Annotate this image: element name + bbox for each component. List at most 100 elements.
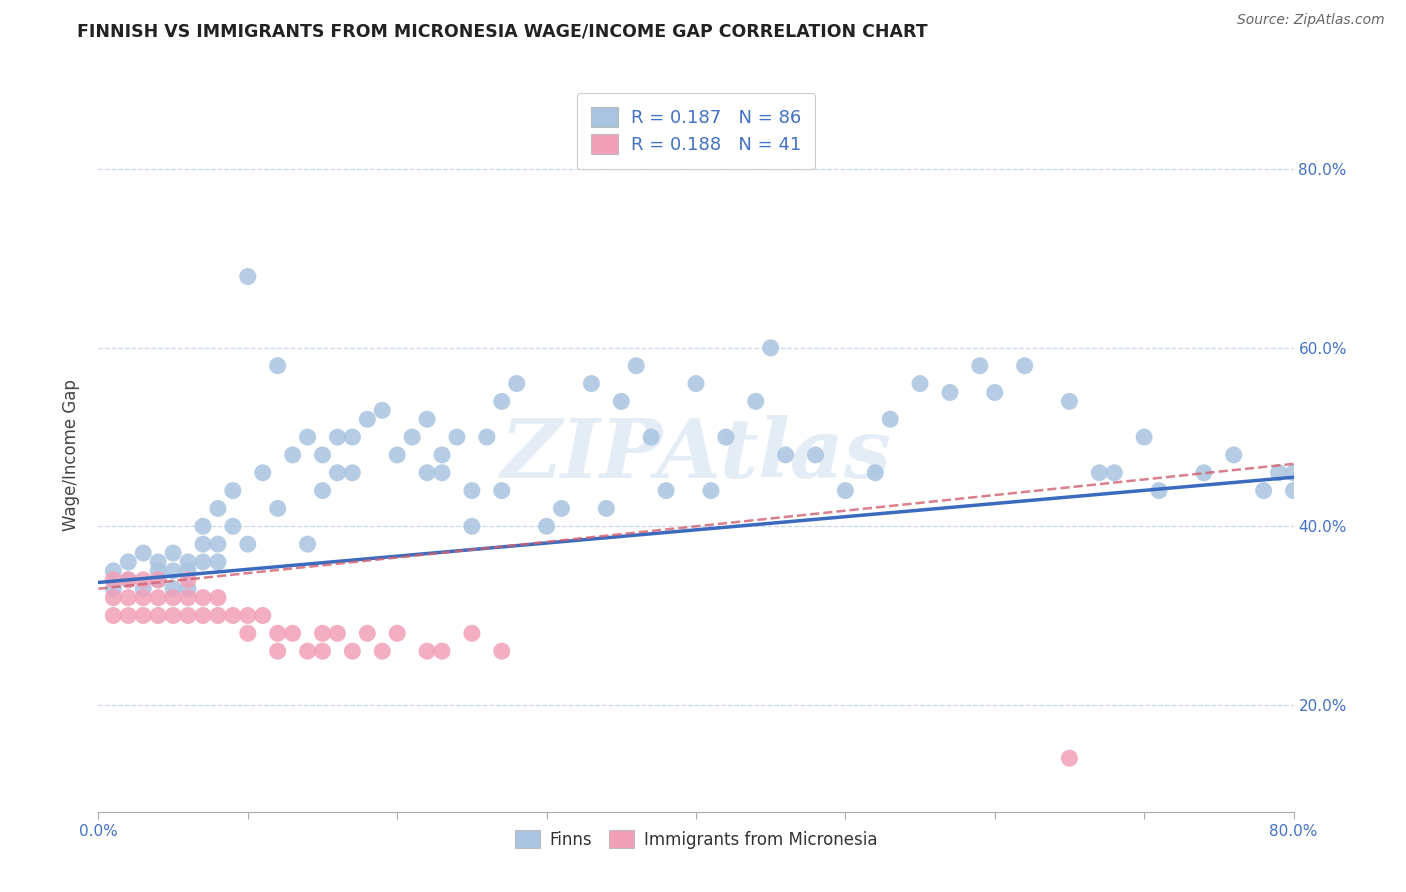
Point	[1104, 466, 1126, 480]
Point	[446, 430, 468, 444]
Point	[117, 591, 139, 605]
Point	[162, 608, 184, 623]
Point	[626, 359, 648, 373]
Point	[148, 608, 170, 623]
Point	[267, 644, 290, 658]
Point	[222, 519, 245, 533]
Point	[252, 608, 274, 623]
Text: ZIPAtlas: ZIPAtlas	[501, 415, 891, 495]
Point	[148, 573, 170, 587]
Point	[117, 555, 139, 569]
Point	[416, 412, 439, 426]
Point	[430, 466, 453, 480]
Point	[745, 394, 768, 409]
Point	[804, 448, 827, 462]
Point	[1267, 466, 1289, 480]
Point	[969, 359, 991, 373]
Point	[610, 394, 633, 409]
Point	[416, 466, 439, 480]
Point	[908, 376, 931, 391]
Point	[132, 608, 155, 623]
Point	[132, 591, 155, 605]
Point	[177, 608, 200, 623]
Point	[236, 269, 259, 284]
Point	[536, 519, 558, 533]
Point	[356, 626, 378, 640]
Point	[326, 430, 349, 444]
Point	[1088, 466, 1111, 480]
Text: Source: ZipAtlas.com: Source: ZipAtlas.com	[1237, 13, 1385, 28]
Point	[207, 537, 229, 551]
Point	[506, 376, 529, 391]
Point	[222, 608, 245, 623]
Point	[162, 564, 184, 578]
Point	[191, 591, 214, 605]
Point	[1014, 359, 1036, 373]
Point	[177, 582, 200, 596]
Point	[117, 573, 139, 587]
Point	[595, 501, 617, 516]
Point	[1133, 430, 1156, 444]
Point	[430, 448, 453, 462]
Point	[207, 555, 229, 569]
Point	[281, 626, 304, 640]
Point	[759, 341, 782, 355]
Point	[1147, 483, 1170, 498]
Point	[311, 483, 333, 498]
Point	[461, 483, 484, 498]
Point	[207, 591, 229, 605]
Point	[700, 483, 723, 498]
Point	[879, 412, 901, 426]
Point	[103, 608, 125, 623]
Text: FINNISH VS IMMIGRANTS FROM MICRONESIA WAGE/INCOME GAP CORRELATION CHART: FINNISH VS IMMIGRANTS FROM MICRONESIA WA…	[77, 22, 928, 40]
Point	[984, 385, 1007, 400]
Point	[191, 555, 214, 569]
Point	[117, 573, 139, 587]
Point	[191, 608, 214, 623]
Point	[103, 573, 125, 587]
Point	[191, 519, 214, 533]
Point	[311, 626, 333, 640]
Point	[430, 644, 453, 658]
Point	[1059, 751, 1081, 765]
Point	[236, 608, 259, 623]
Point	[714, 430, 737, 444]
Point	[281, 448, 304, 462]
Point	[103, 564, 125, 578]
Point	[401, 430, 423, 444]
Point	[267, 626, 290, 640]
Point	[385, 626, 409, 640]
Point	[252, 466, 274, 480]
Point	[177, 564, 200, 578]
Point	[865, 466, 887, 480]
Point	[326, 626, 349, 640]
Point	[103, 591, 125, 605]
Point	[775, 448, 797, 462]
Point	[148, 573, 170, 587]
Point	[236, 537, 259, 551]
Point	[581, 376, 603, 391]
Point	[655, 483, 678, 498]
Point	[371, 403, 394, 417]
Point	[939, 385, 962, 400]
Point	[1282, 466, 1305, 480]
Point	[117, 608, 139, 623]
Point	[162, 546, 184, 560]
Point	[311, 644, 333, 658]
Point	[222, 483, 245, 498]
Point	[267, 501, 290, 516]
Point	[148, 564, 170, 578]
Point	[267, 359, 290, 373]
Point	[326, 466, 349, 480]
Point	[297, 537, 319, 551]
Point	[356, 412, 378, 426]
Point	[132, 546, 155, 560]
Point	[371, 644, 394, 658]
Point	[491, 644, 513, 658]
Point	[491, 483, 513, 498]
Point	[103, 582, 125, 596]
Point	[834, 483, 856, 498]
Point	[342, 644, 364, 658]
Point	[491, 394, 513, 409]
Point	[1192, 466, 1215, 480]
